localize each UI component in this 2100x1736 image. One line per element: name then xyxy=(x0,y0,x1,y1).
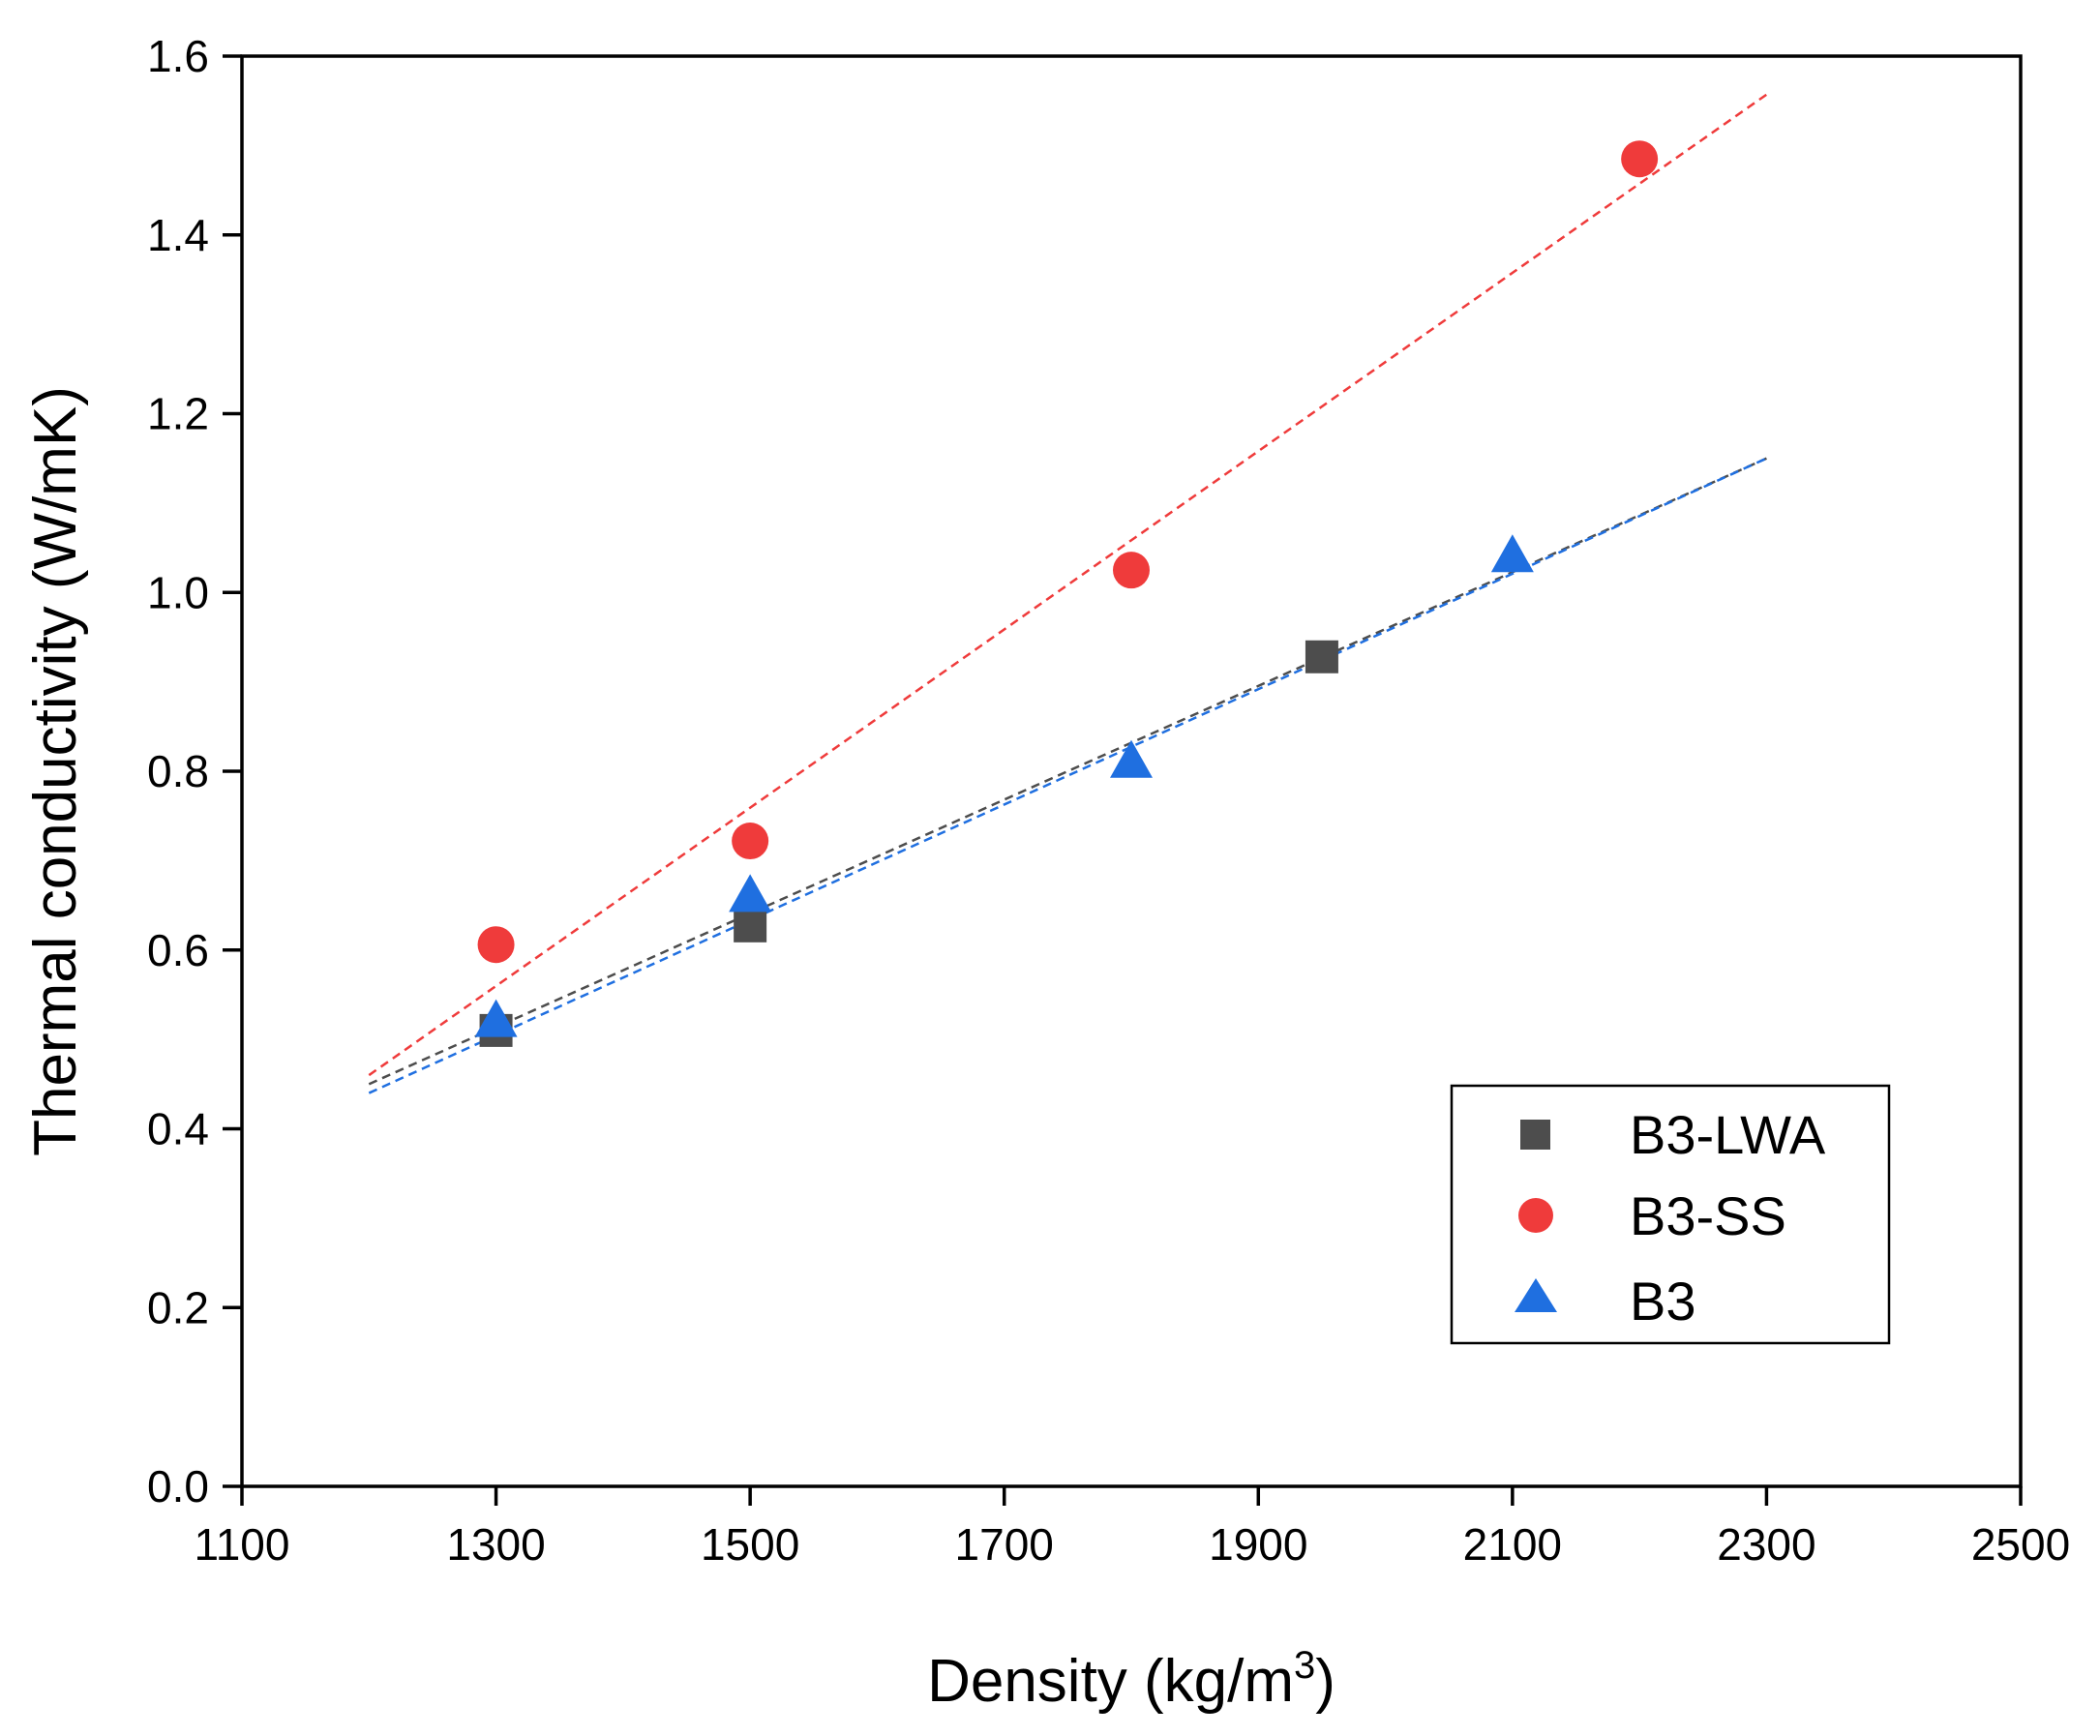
data-point-b3-ss xyxy=(1621,140,1659,178)
y-tick-label: 1.2 xyxy=(147,389,209,439)
fit-line-b3-ss xyxy=(368,93,1768,1077)
y-tick-label: 1.6 xyxy=(147,31,209,81)
y-tick-label: 0.2 xyxy=(147,1282,209,1332)
legend-label-b3-lwa: B3-LWA xyxy=(1630,1104,1826,1165)
data-point-b3-lwa xyxy=(734,909,767,943)
x-axis-title: Density (kg/m3) xyxy=(927,1644,1335,1715)
x-tick-label: 1100 xyxy=(195,1519,290,1570)
legend-marker-b3-ss xyxy=(1518,1198,1553,1233)
data-point-b3 xyxy=(1490,534,1534,573)
data-point-b3-lwa xyxy=(1305,640,1338,673)
fit-lines xyxy=(368,93,1768,1094)
y-tick-label: 0.8 xyxy=(147,746,209,796)
x-tick-label: 1300 xyxy=(446,1519,545,1570)
y-tick-label: 0.4 xyxy=(147,1104,209,1154)
x-tick-label: 2500 xyxy=(1971,1519,2070,1570)
x-tick-label: 1900 xyxy=(1209,1519,1307,1570)
legend: B3-LWA B3-SS B3 xyxy=(1450,1084,1891,1345)
y-tick-label: 0.6 xyxy=(147,925,209,975)
x-tick-label: 2300 xyxy=(1717,1519,1815,1570)
x-tick-label: 1700 xyxy=(955,1519,1054,1570)
data-point-b3 xyxy=(474,999,518,1037)
x-tick-label: 1500 xyxy=(701,1519,799,1570)
legend-label-b3: B3 xyxy=(1630,1271,1696,1332)
x-axis-title-sup: 3 xyxy=(1294,1644,1315,1687)
x-axis-title-end: ) xyxy=(1315,1648,1335,1715)
x-tick-label: 2100 xyxy=(1463,1519,1562,1570)
data-point-b3 xyxy=(1110,739,1153,778)
data-markers xyxy=(474,140,1659,1047)
x-axis: 1100 1300 1500 1700 1900 2100 2300 2500 xyxy=(195,1486,2070,1570)
legend-marker-b3 xyxy=(1515,1278,1557,1312)
y-axis-title: Thermal conductivity (W/mK) xyxy=(22,386,89,1156)
y-tick-label: 0.0 xyxy=(147,1461,209,1512)
data-point-b3-ss xyxy=(477,926,515,964)
data-point-b3-ss xyxy=(1113,552,1150,589)
data-point-b3-ss xyxy=(732,823,769,860)
y-axis: 0.0 0.2 0.4 0.6 0.8 1.0 1.2 1.4 1.6 xyxy=(147,31,242,1512)
y-tick-label: 1.0 xyxy=(147,567,209,617)
legend-marker-b3-lwa xyxy=(1520,1120,1550,1150)
y-tick-label: 1.4 xyxy=(147,210,209,260)
legend-label-b3-ss: B3-SS xyxy=(1630,1185,1786,1246)
x-axis-title-main: Density (kg/m xyxy=(927,1648,1294,1715)
fit-line-b3 xyxy=(368,457,1767,1094)
data-point-b3 xyxy=(729,874,772,913)
fit-line-b3-lwa xyxy=(368,457,1767,1086)
